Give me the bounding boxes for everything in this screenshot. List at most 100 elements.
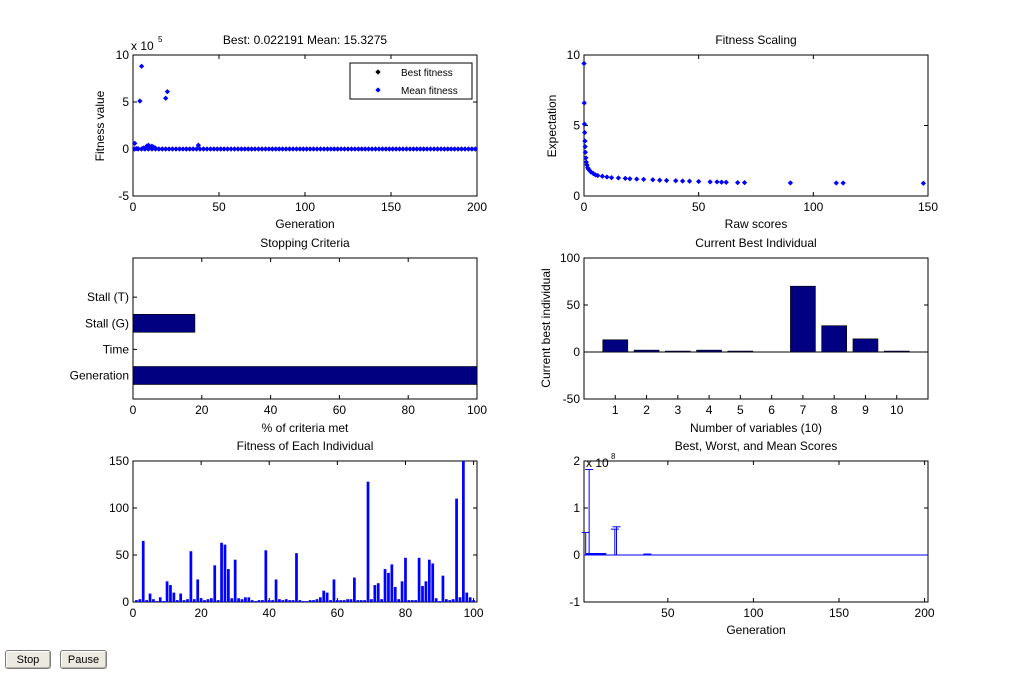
plot-fitness-individual-ytick-label: 50	[116, 548, 130, 562]
stop-button[interactable]: Stop	[5, 650, 51, 669]
plot-fitness-individual-bar	[472, 600, 475, 602]
plot-fitness-individual-bar	[145, 600, 148, 602]
plot-fitness-value-ytick-label: 10	[116, 48, 130, 62]
plot-fitness-scaling-ylabel: Expectation	[545, 95, 559, 158]
plot-best-worst-mean-exponent: x 10	[586, 456, 609, 470]
plot-fitness-scaling-point	[707, 179, 713, 185]
plot-current-best-ylabel: Current best individual	[539, 268, 553, 387]
plot-fitness-individual-bar	[462, 461, 465, 602]
plot-fitness-scaling-point	[581, 60, 587, 67]
plot-fitness-individual-bar	[383, 569, 387, 602]
plot-fitness-scaling-point	[714, 179, 720, 185]
plot-best-worst-mean-xtick-label: 50	[661, 606, 675, 620]
plot-fitness-scaling-point	[672, 178, 679, 184]
plot-fitness-value-legend-box	[349, 62, 473, 100]
plot-fitness-scaling-point	[640, 176, 647, 183]
plot-fitness-scaling-ytick-label: 10	[567, 48, 581, 62]
plot-fitness-value-mean-point	[195, 142, 202, 148]
plot-fitness-individual-xtick-label: 40	[263, 606, 277, 620]
plot-fitness-value-legend-mean: Mean fitness	[401, 86, 458, 97]
plot-stopping-criteria-category-label: Stall (T)	[87, 290, 129, 304]
plot-fitness-value-exponent: x 10	[131, 39, 154, 53]
plot-fitness-value-xtick-label: 0	[130, 200, 137, 214]
plot-fitness-individual-bar	[182, 600, 186, 602]
plot-fitness-individual-bar	[237, 598, 240, 602]
plot-fitness-scaling-axes-box	[583, 54, 929, 197]
plot-fitness-individual-bar	[308, 600, 312, 602]
plot-fitness-individual-bar	[257, 600, 261, 602]
plot-fitness-individual-bar	[322, 590, 326, 602]
plot-current-best-bar	[696, 349, 722, 353]
plot-fitness-value-mean-point	[137, 98, 143, 104]
plot-fitness-individual-bar	[216, 600, 220, 602]
plot-fitness-individual-bar	[247, 597, 251, 602]
plot-fitness-individual-bar	[199, 598, 203, 602]
plot-best-worst-mean-xlabel: Generation	[726, 623, 785, 637]
plot-stopping-criteria-title: Stopping Criteria	[260, 236, 350, 250]
plot-fitness-value-ylabel: Fitness value	[93, 90, 107, 161]
plot-fitness-individual-bar	[414, 600, 418, 602]
plot-fitness-individual-bar	[152, 599, 155, 602]
plot-fitness-individual-xtick-label: 60	[331, 606, 345, 620]
plot-current-best-bar	[821, 325, 847, 353]
plot-current-best-bar	[790, 285, 816, 353]
plot-fitness-individual-bar	[169, 585, 172, 602]
plot-fitness-scaling-point	[787, 180, 794, 186]
plot-best-worst-mean-ytick-label: -1	[569, 595, 580, 609]
plot-stopping-criteria-xtick-label: 40	[264, 403, 278, 417]
plot-fitness-individual-bar	[264, 550, 268, 602]
plot-fitness-individual-bar	[465, 592, 469, 602]
plot-fitness-scaling-point	[679, 178, 686, 184]
plot-fitness-individual-bar	[417, 557, 421, 602]
plot-stopping-criteria: 0 20 40 60 80 100 Stopping Criteria % of criter…	[70, 236, 488, 435]
plot-fitness-individual-bar	[335, 600, 339, 602]
plot-fitness-scaling: 0 50 100 150 0 5 10 Fitness Scaling Raw scores Ex…	[545, 33, 938, 231]
plot-current-best-xtick-label: 9	[862, 403, 869, 417]
plot-fitness-value-mean-point	[131, 140, 138, 147]
plot-fitness-individual-axes-box	[132, 460, 478, 603]
plot-fitness-individual-bar	[305, 601, 309, 602]
plot-best-worst-mean-ytick-label: 2	[573, 454, 580, 468]
plot-current-best-xtick-label: 4	[706, 403, 713, 417]
plot-current-best-ytick-label: 50	[567, 298, 581, 312]
plot-fitness-individual-bar	[424, 581, 428, 602]
plot-fitness-individual-bar	[179, 593, 183, 602]
plot-fitness-scaling-point	[686, 178, 693, 184]
plot-fitness-scaling-point	[840, 180, 846, 186]
plot-best-worst-mean-title: Best, Worst, and Mean Scores	[675, 439, 838, 453]
pause-button[interactable]: Pause	[60, 650, 107, 669]
plot-fitness-individual-bar	[223, 544, 227, 602]
plot-fitness-scaling-point	[581, 121, 588, 127]
plot-fitness-scaling-point	[582, 143, 588, 150]
plot-fitness-individual-bar	[387, 572, 390, 602]
plot-best-worst-mean-xtick-label: 200	[915, 606, 935, 620]
plot-fitness-individual-bar	[267, 600, 271, 602]
plot-fitness-individual-bar	[295, 553, 298, 602]
plot-fitness-individual-bar	[209, 598, 213, 602]
plot-current-best-xlabel: Number of variables (10)	[690, 421, 822, 435]
plot-fitness-individual-bar	[376, 583, 380, 602]
plot-fitness-scaling-point	[723, 179, 729, 186]
plot-fitness-individual-bar	[138, 599, 142, 602]
plot-fitness-scaling-point	[656, 177, 663, 183]
plot-current-best-xtick-label: 6	[768, 403, 775, 417]
plot-fitness-value-xlabel: Generation	[275, 217, 334, 231]
plot-fitness-individual-bar	[407, 600, 411, 602]
plot-fitness-value-mean-point	[472, 146, 479, 152]
plot-fitness-value-mean-point	[162, 95, 169, 101]
plot-fitness-value-mean-point	[164, 88, 171, 95]
plot-fitness-individual-bar	[278, 599, 281, 602]
plot-fitness-individual-bar	[227, 569, 230, 602]
plot-fitness-individual-bar	[458, 597, 462, 602]
plot-best-worst-mean-axes-box	[583, 460, 929, 603]
plot-stopping-criteria-xtick-label: 100	[467, 403, 487, 417]
plot-fitness-individual-bar	[404, 557, 407, 602]
plot-fitness-individual: 0 20 40 60 80 100 0 50 100 150 Fitness of Each Ind…	[109, 439, 484, 620]
plot-fitness-individual-xtick-label: 20	[194, 606, 208, 620]
plot-fitness-individual-bar	[315, 599, 319, 602]
plot-fitness-individual-bar	[363, 600, 366, 602]
plot-fitness-individual-bar	[353, 577, 356, 602]
plot-stopping-criteria-bar	[132, 366, 478, 385]
plot-current-best-xtick-label: 3	[674, 403, 681, 417]
plot-fitness-value-mean-point	[138, 63, 145, 70]
